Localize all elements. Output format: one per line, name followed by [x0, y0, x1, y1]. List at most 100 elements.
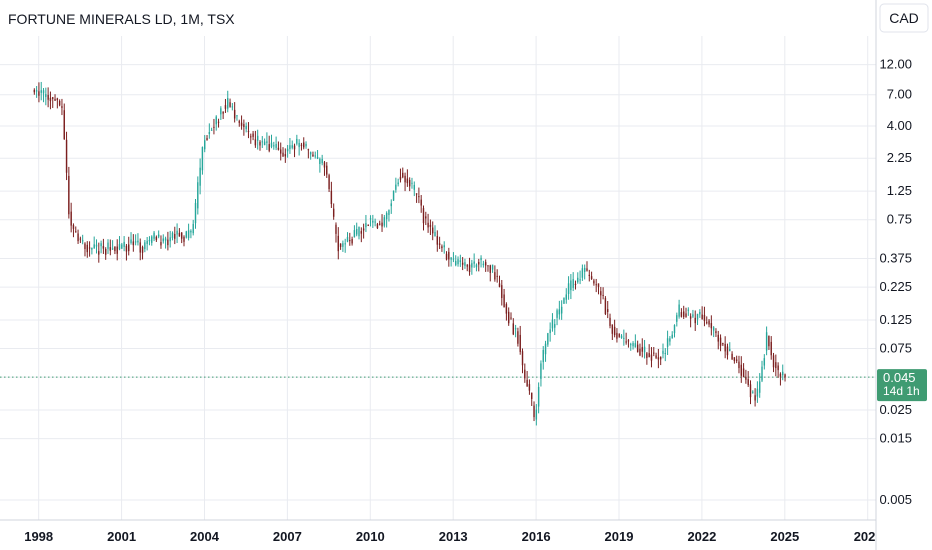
candle-body: [653, 352, 655, 354]
candle-body: [754, 395, 756, 401]
candle-body: [738, 361, 740, 369]
candle-body: [413, 184, 415, 190]
candle-body: [687, 309, 690, 311]
candle-body: [93, 244, 95, 249]
candle-body: [399, 176, 402, 180]
candle-body: [102, 246, 105, 249]
candle-body: [731, 353, 733, 360]
price-tick-label: 0.005: [879, 492, 912, 507]
candle-body: [602, 294, 604, 296]
candle-body: [657, 357, 660, 360]
candle-body: [63, 110, 65, 140]
candle-body: [77, 233, 79, 242]
candle-body: [254, 139, 257, 146]
candle-body: [222, 111, 224, 114]
candle-body: [374, 221, 376, 223]
candle-body: [123, 241, 125, 247]
candle-body: [266, 141, 268, 143]
candle-body: [187, 230, 190, 239]
candle-body: [450, 257, 452, 260]
candle-body: [574, 283, 577, 286]
candle-body: [204, 140, 206, 150]
candle-body: [353, 230, 356, 238]
candle-body: [537, 386, 540, 407]
candle-body: [245, 125, 247, 130]
candle-body: [643, 346, 646, 353]
candle-body: [369, 218, 372, 220]
candle-body: [558, 309, 561, 315]
currency-button[interactable]: CAD: [879, 3, 929, 33]
candle-body: [533, 405, 535, 418]
candle-body: [494, 272, 496, 280]
candle-body: [130, 239, 132, 243]
candle-body: [411, 182, 413, 184]
candle-body: [114, 246, 116, 252]
candle-body: [468, 264, 471, 273]
candle-body: [319, 158, 321, 165]
candle-body: [431, 227, 434, 234]
candle-body: [111, 248, 114, 250]
candle-body: [408, 180, 411, 187]
candle-body: [735, 359, 738, 361]
candle-body: [137, 240, 139, 243]
currency-button-frame[interactable]: [879, 3, 929, 33]
candle-body: [595, 284, 597, 286]
candle-body: [351, 239, 353, 244]
candle-body: [372, 220, 374, 223]
candle-body: [316, 156, 319, 159]
candle-body: [503, 294, 505, 308]
candle-body: [58, 101, 61, 106]
candle-body: [125, 245, 128, 252]
candle-body: [84, 243, 86, 250]
candle-body: [293, 145, 296, 150]
candle-body: [478, 262, 480, 265]
currency-label[interactable]: CAD: [889, 10, 919, 26]
candle-body: [307, 149, 310, 151]
candle-body: [362, 228, 365, 231]
candle-body: [155, 236, 158, 240]
candle-body: [482, 263, 485, 266]
candle-body: [243, 124, 245, 127]
candle-body: [153, 232, 155, 239]
candle-body: [438, 243, 441, 245]
candle-body: [517, 331, 519, 344]
candle-body: [733, 357, 736, 362]
candle-body: [326, 165, 328, 175]
candle-body: [779, 373, 782, 377]
candle-body: [544, 343, 547, 355]
time-axis[interactable]: 1998 2001 2004 2007 2010 2013 2016 2019 2022 2025…: [24, 529, 875, 544]
candle-body: [763, 358, 766, 366]
grid-lines: [0, 36, 876, 520]
candle-body: [52, 97, 54, 99]
candle-body: [752, 391, 754, 393]
candle-body: [98, 251, 100, 255]
candle-body: [581, 268, 584, 278]
candle-body: [630, 344, 632, 346]
candle-body: [192, 223, 194, 234]
candle-body: [183, 236, 185, 242]
candle-body: [121, 244, 123, 249]
last-price-label: 0.045: [883, 370, 916, 385]
candle-body: [390, 203, 392, 207]
candle-body: [342, 243, 344, 247]
candle-body: [586, 268, 588, 271]
candle-body: [268, 144, 270, 151]
candle-body: [457, 259, 459, 265]
candle-body: [151, 236, 153, 243]
candle-body: [40, 90, 42, 93]
candle-body: [429, 224, 432, 227]
candle-body: [397, 182, 399, 185]
candle-body: [758, 381, 761, 393]
candle-body: [577, 277, 579, 283]
candle-body: [579, 279, 581, 281]
candle-body: [236, 115, 238, 117]
candle-body: [300, 144, 303, 146]
candle-body: [484, 262, 487, 266]
candle-body: [724, 343, 726, 352]
candle-body: [199, 167, 201, 186]
time-tick-label: 202: [854, 529, 876, 544]
candle-body: [54, 98, 56, 101]
price-tick-label: 0.375: [879, 250, 912, 265]
candle-body: [662, 350, 664, 354]
time-tick-label: 2019: [605, 529, 634, 544]
